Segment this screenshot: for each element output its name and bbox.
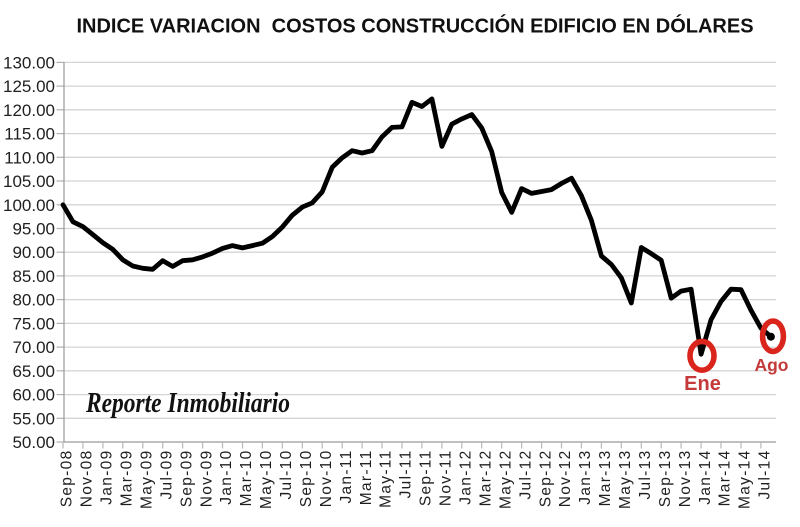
svg-text:Nov-11: Nov-11 [438,450,455,507]
svg-text:Mar-14: Mar-14 [717,450,734,507]
svg-text:Nov-10: Nov-10 [318,450,335,508]
svg-text:50.00: 50.00 [12,433,55,452]
svg-text:Reporte Inmobiliario: Reporte Inmobiliario [85,387,290,419]
svg-text:May-12: May-12 [497,450,514,509]
svg-text:85.00: 85.00 [12,267,55,286]
svg-text:100.00: 100.00 [3,196,55,215]
svg-text:Mar-13: Mar-13 [597,450,614,507]
svg-text:Jan-09: Jan-09 [99,450,116,505]
svg-text:Jan-13: Jan-13 [577,450,594,505]
svg-text:Nov-12: Nov-12 [557,450,574,508]
svg-text:75.00: 75.00 [12,314,55,333]
svg-text:Jan-14: Jan-14 [697,450,714,505]
svg-text:May-13: May-13 [617,450,634,509]
svg-text:Jan-12: Jan-12 [458,450,475,505]
svg-text:115.00: 115.00 [4,125,55,144]
svg-text:Ago: Ago [754,355,788,375]
svg-text:Jul-09: Jul-09 [158,450,175,500]
svg-text:Jul-10: Jul-10 [278,450,295,500]
svg-text:130.00: 130.00 [3,53,55,72]
svg-text:Sep-11: Sep-11 [418,450,435,507]
svg-text:55.00: 55.00 [12,409,55,428]
svg-text:Sep-12: Sep-12 [537,450,554,508]
svg-text:Jul-12: Jul-12 [517,450,534,500]
svg-text:105.00: 105.00 [3,172,55,191]
svg-text:Mar-12: Mar-12 [477,450,494,507]
svg-text:Sep-13: Sep-13 [657,450,674,508]
svg-text:Mar-09: Mar-09 [119,450,136,507]
svg-text:Jul-13: Jul-13 [637,450,654,500]
svg-text:Sep-10: Sep-10 [298,450,315,508]
svg-text:Nov-08: Nov-08 [79,450,96,508]
svg-text:Jan-11: Jan-11 [338,450,355,504]
svg-text:80.00: 80.00 [12,291,55,310]
svg-text:Nov-13: Nov-13 [677,450,694,508]
svg-text:120.00: 120.00 [3,101,55,120]
svg-text:125.00: 125.00 [3,77,55,96]
svg-text:Mar-11: Mar-11 [358,450,375,506]
svg-text:65.00: 65.00 [12,362,55,381]
svg-text:90.00: 90.00 [12,243,55,262]
svg-text:May-09: May-09 [139,450,156,509]
svg-text:INDICE VARIACION COSTOS CONST: INDICE VARIACION COSTOS CONSTRUCCIÓN EDI… [76,14,753,38]
svg-text:70.00: 70.00 [12,338,55,357]
svg-text:Jan-10: Jan-10 [218,450,235,505]
svg-text:Ene: Ene [684,373,721,395]
svg-text:Mar-10: Mar-10 [238,450,255,507]
svg-text:Jul-14: Jul-14 [757,450,774,500]
svg-text:60.00: 60.00 [12,386,55,405]
svg-text:95.00: 95.00 [12,220,55,239]
svg-text:Sep-08: Sep-08 [59,450,76,508]
svg-text:May-10: May-10 [258,450,275,509]
svg-text:Nov-09: Nov-09 [198,450,215,508]
svg-text:Sep-09: Sep-09 [178,450,195,508]
svg-text:May-11: May-11 [378,450,395,508]
svg-text:Jul-11: Jul-11 [398,450,415,499]
svg-text:110.00: 110.00 [4,148,55,167]
svg-text:May-14: May-14 [737,450,754,509]
